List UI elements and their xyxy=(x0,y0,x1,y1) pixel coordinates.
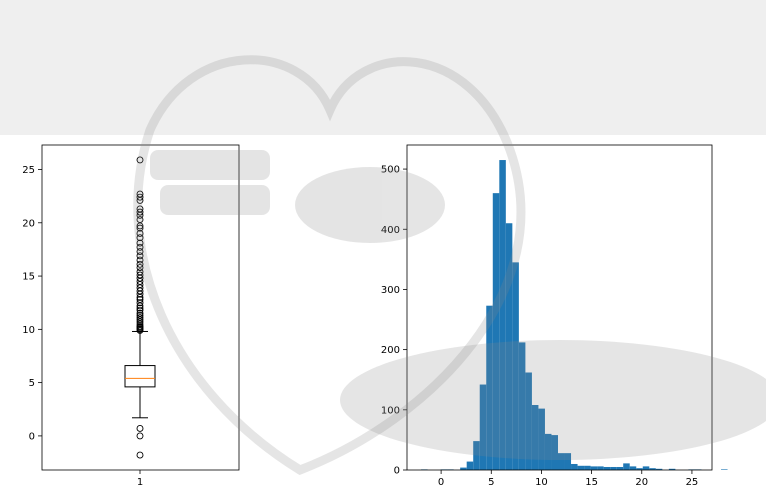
x-tick-label: 10 xyxy=(535,477,548,488)
outlier-point xyxy=(136,229,144,237)
histogram-bar xyxy=(473,441,480,470)
histogram-bar xyxy=(668,468,676,470)
outlier-point xyxy=(136,296,144,303)
histogram-bar xyxy=(655,468,663,470)
histogram-bar xyxy=(557,453,565,470)
iqr-box xyxy=(124,365,156,388)
histogram-bar xyxy=(603,466,611,470)
y-tick-label: 0 xyxy=(394,466,400,477)
x-tick-label: 0 xyxy=(438,477,444,488)
outlier-point xyxy=(136,190,144,198)
x-tick-label: 15 xyxy=(585,477,598,488)
histogram-bar xyxy=(518,342,526,470)
outlier-point xyxy=(136,252,144,260)
histogram-bar xyxy=(721,469,728,470)
outlier-point xyxy=(136,306,144,314)
x-tick-label: 20 xyxy=(635,477,648,488)
histogram-bar xyxy=(564,453,572,470)
histogram-bar xyxy=(623,463,630,470)
outlier-point xyxy=(136,424,144,432)
y-tick-label: 400 xyxy=(381,225,400,236)
outlier-point xyxy=(136,264,144,271)
histogram-bar xyxy=(571,463,578,470)
histogram-bar xyxy=(551,435,558,470)
outlier-point xyxy=(136,314,144,322)
boxplot-axes-frame xyxy=(41,144,240,471)
histogram-axes-frame xyxy=(406,144,713,471)
outlier-point xyxy=(136,268,144,276)
histogram-bar xyxy=(597,466,604,470)
histogram-bar xyxy=(499,160,506,470)
y-tick-label: 10 xyxy=(22,325,35,336)
histogram-chart: 0 100 200 300 400 500 0 5 10 15 20 25 xyxy=(381,144,728,488)
y-tick-label: 25 xyxy=(22,165,35,176)
background-band xyxy=(0,0,766,135)
outlier-point xyxy=(136,304,144,312)
histogram-bar xyxy=(610,466,617,470)
histogram-bar xyxy=(525,372,532,470)
y-tick-label: 15 xyxy=(22,272,35,283)
histogram-bar xyxy=(590,466,598,470)
y-tick-label: 200 xyxy=(381,345,400,356)
outlier-point xyxy=(136,205,144,213)
outlier-point xyxy=(136,256,144,264)
histogram-bar xyxy=(642,466,650,470)
outlier-point xyxy=(136,248,144,256)
histogram-bar xyxy=(649,468,656,470)
histogram-bar xyxy=(538,408,545,470)
histogram-bar xyxy=(466,461,474,470)
outlier-point xyxy=(136,234,144,242)
histogram-bar xyxy=(584,465,591,470)
x-tick-label: 25 xyxy=(686,477,699,488)
y-tick-label: 5 xyxy=(29,378,35,389)
outlier-point xyxy=(136,193,144,201)
y-tick-label: 300 xyxy=(381,285,400,296)
y-tick-label: 500 xyxy=(381,165,400,176)
outlier-point xyxy=(136,243,144,251)
histogram-bar xyxy=(492,193,500,471)
outlier-point xyxy=(136,224,144,232)
histogram-bar xyxy=(577,465,585,470)
histogram-bar xyxy=(636,468,643,470)
outlier-point xyxy=(136,312,144,319)
y-tick-label: 100 xyxy=(381,405,400,416)
y-tick-label: 0 xyxy=(29,431,35,442)
outlier-point xyxy=(136,299,144,307)
x-tick-label: 5 xyxy=(488,477,494,488)
outlier-point xyxy=(136,216,144,224)
outlier-point xyxy=(136,208,144,216)
outlier-point xyxy=(136,271,144,279)
y-tick-label: 20 xyxy=(22,218,35,229)
histogram-bar xyxy=(531,405,539,470)
outlier-point xyxy=(136,451,144,459)
histogram-bar xyxy=(460,467,467,470)
histogram-bar xyxy=(479,384,487,470)
outlier-point xyxy=(136,156,144,164)
outlier-point xyxy=(136,309,144,317)
histogram-bar xyxy=(512,262,519,470)
x-tick-label: 1 xyxy=(137,477,143,488)
histogram-bar xyxy=(486,305,493,470)
histogram-bar xyxy=(544,433,552,470)
boxplot-chart: 0 5 10 15 20 25 1 xyxy=(22,144,240,488)
outlier-point xyxy=(136,432,144,440)
outlier-point xyxy=(136,239,144,247)
outlier-point xyxy=(136,260,144,268)
histogram-bar xyxy=(505,223,513,470)
histogram-bar xyxy=(629,466,637,470)
histogram-bar xyxy=(616,466,624,470)
